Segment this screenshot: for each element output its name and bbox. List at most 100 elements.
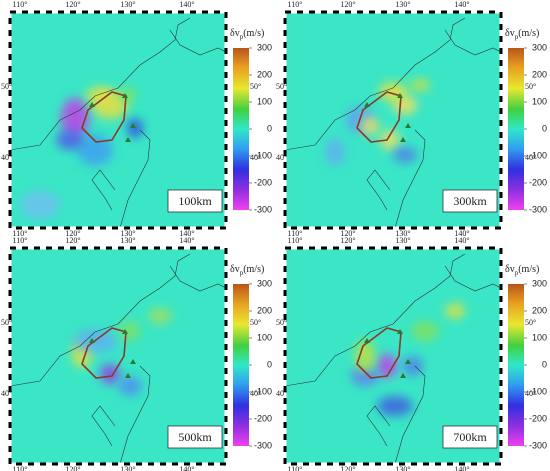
map-frame-dash bbox=[8, 246, 228, 466]
lon-label: 130° bbox=[395, 229, 410, 238]
velocity-map bbox=[285, 248, 501, 464]
station bbox=[89, 338, 95, 343]
lon-label: 110° bbox=[13, 0, 28, 9]
colorbar-tick-label: -100 bbox=[254, 386, 272, 396]
colorbar-unit: (m/s) bbox=[518, 28, 539, 39]
colorbar-tick-label: -200 bbox=[529, 413, 547, 423]
colorbar-title: δvp(m/s) bbox=[505, 28, 539, 40]
colorbar-tick-label: 300 bbox=[257, 278, 272, 288]
station bbox=[130, 123, 136, 128]
lat-label: 50° bbox=[1, 82, 12, 91]
panel: 110° 110° 120° 120° 130° 130° 140° 140° 50° 50° 40… bbox=[276, 0, 547, 238]
anomaly bbox=[355, 340, 375, 372]
station bbox=[400, 373, 406, 378]
anomaly bbox=[393, 147, 417, 163]
station bbox=[130, 359, 136, 364]
colorbar-tick-label: 100 bbox=[532, 332, 547, 342]
anomaly bbox=[77, 134, 113, 166]
lon-label: 120° bbox=[340, 465, 355, 471]
anomaly bbox=[379, 82, 407, 102]
colorbar-subscript: p bbox=[515, 33, 519, 41]
lon-label: 120° bbox=[340, 229, 355, 238]
lon-label: 130° bbox=[395, 0, 410, 9]
lat-label: 40° bbox=[250, 153, 261, 162]
colorbar-tick-label: -100 bbox=[254, 150, 272, 160]
anomaly bbox=[100, 364, 120, 384]
colorbar-tick-label: 300 bbox=[257, 42, 272, 52]
colorbar bbox=[508, 284, 524, 446]
depth-label: 100km bbox=[178, 194, 212, 208]
map-frame-dash bbox=[8, 10, 228, 230]
lon-label: 120° bbox=[340, 236, 355, 245]
anomaly bbox=[86, 87, 114, 103]
lat-label: 50° bbox=[250, 82, 261, 91]
depth-label: 500km bbox=[178, 430, 212, 444]
lon-label: 140° bbox=[179, 229, 194, 238]
panel: 110° 110° 120° 120° 130° 130° 140° 140° 50° 50° 40… bbox=[276, 236, 547, 471]
colorbar-tick-label: -200 bbox=[254, 177, 272, 187]
lon-label: 130° bbox=[120, 229, 135, 238]
lon-label: 110° bbox=[13, 465, 28, 471]
station bbox=[125, 137, 131, 142]
anomaly bbox=[120, 87, 136, 103]
lat-label: 40° bbox=[525, 389, 536, 398]
colorbar-tick-label: 0 bbox=[267, 123, 272, 133]
depth-box bbox=[442, 425, 498, 449]
lat-label: 50° bbox=[276, 82, 287, 91]
lon-label: 130° bbox=[395, 465, 410, 471]
anomaly bbox=[56, 130, 84, 150]
colorbar-subscript: p bbox=[515, 269, 519, 277]
colorbar-tick-label: 200 bbox=[532, 305, 547, 315]
panel: 110° 110° 120° 120° 130° 130° 140° 140° 50° 50° 40… bbox=[1, 0, 272, 238]
colorbar-tick-label: -100 bbox=[529, 150, 547, 160]
colorbar-tick-label: 200 bbox=[257, 69, 272, 79]
colorbar bbox=[233, 284, 249, 446]
depth-box bbox=[167, 425, 223, 449]
depth-label: 700km bbox=[453, 430, 487, 444]
anomaly bbox=[411, 321, 439, 341]
lon-label: 120° bbox=[65, 0, 80, 9]
colorbar-tick-label: -300 bbox=[254, 440, 272, 450]
station bbox=[405, 123, 411, 128]
coastline bbox=[285, 253, 501, 464]
lon-label: 110° bbox=[13, 229, 28, 238]
lon-label: 110° bbox=[288, 236, 303, 245]
lat-label: 40° bbox=[276, 389, 287, 398]
anomaly bbox=[361, 117, 379, 135]
lat-label: 40° bbox=[1, 389, 12, 398]
colorbar-title: δvp(m/s) bbox=[230, 264, 264, 276]
colorbar-tick-label: 100 bbox=[257, 332, 272, 342]
lon-label: 130° bbox=[395, 236, 410, 245]
colorbar-tick-label: -100 bbox=[529, 386, 547, 396]
station bbox=[89, 102, 95, 107]
station bbox=[364, 102, 370, 107]
colorbar bbox=[233, 48, 249, 210]
lon-label: 110° bbox=[13, 236, 28, 245]
coastline bbox=[10, 17, 226, 228]
map-frame-dash bbox=[283, 10, 503, 230]
station bbox=[125, 373, 131, 378]
colorbar-symbol: δv bbox=[505, 264, 515, 275]
colorbar-symbol: δv bbox=[230, 28, 240, 39]
lon-label: 140° bbox=[454, 236, 469, 245]
colorbar-tick-label: -200 bbox=[254, 413, 272, 423]
map-frame-dash bbox=[283, 246, 503, 466]
station bbox=[405, 359, 411, 364]
colorbar-title: δvp(m/s) bbox=[230, 28, 264, 40]
station bbox=[397, 93, 403, 98]
anomaly bbox=[148, 308, 172, 324]
colorbar-subscript: p bbox=[240, 269, 244, 277]
lon-label: 120° bbox=[65, 236, 80, 245]
anomaly bbox=[118, 376, 142, 396]
lon-label: 120° bbox=[65, 229, 80, 238]
lat-label: 40° bbox=[525, 153, 536, 162]
lon-label: 130° bbox=[120, 236, 135, 245]
colorbar-title: δvp(m/s) bbox=[505, 264, 539, 276]
anomaly bbox=[403, 356, 423, 376]
colorbar-unit: (m/s) bbox=[243, 264, 264, 275]
colorbar-tick-label: -300 bbox=[529, 204, 547, 214]
colorbar-tick-label: 0 bbox=[542, 359, 547, 369]
station bbox=[397, 329, 403, 334]
lon-label: 140° bbox=[454, 229, 469, 238]
depth-box bbox=[167, 189, 223, 213]
